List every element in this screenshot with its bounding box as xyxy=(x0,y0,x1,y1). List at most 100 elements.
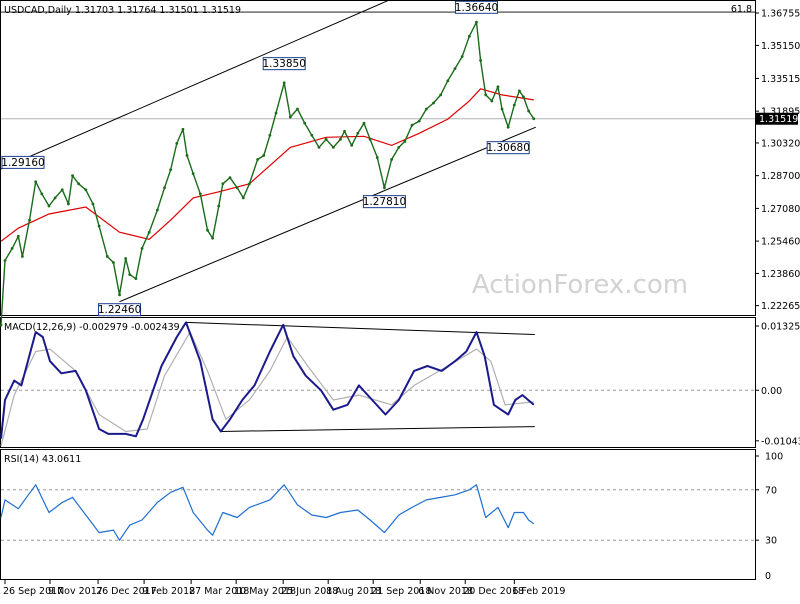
price-point xyxy=(356,131,360,135)
price-point xyxy=(274,111,278,115)
price-point xyxy=(0,323,3,327)
price-point xyxy=(317,145,321,149)
x-tick-label: 9 Feb 2018 xyxy=(142,586,195,597)
price-point xyxy=(97,224,101,228)
price-point xyxy=(71,174,74,178)
price-point xyxy=(331,145,335,149)
x-tick-label: 20 Dec 2018 xyxy=(463,586,524,597)
annotation-box xyxy=(454,0,498,14)
x-tick-label: 9 Nov 2017 xyxy=(48,586,103,597)
price-point xyxy=(368,137,372,141)
price-point xyxy=(206,228,209,232)
price-point xyxy=(496,85,500,89)
price-point xyxy=(155,208,159,212)
rsi-y-tick-label: 0 xyxy=(765,571,771,582)
price-point xyxy=(47,204,51,208)
price-point xyxy=(262,154,266,157)
price-point xyxy=(343,129,346,133)
price-point xyxy=(479,59,482,62)
price-point xyxy=(453,67,457,71)
price-point xyxy=(235,186,239,190)
price-y-tick-label: 1.33515 xyxy=(761,74,800,85)
price-point xyxy=(403,139,407,143)
price-point xyxy=(112,261,115,264)
price-point xyxy=(40,192,44,196)
price-y-tick-label: 1.27080 xyxy=(761,204,800,215)
annotation-label: 1.29160 xyxy=(1,157,44,169)
price-point xyxy=(221,182,225,186)
price-y-tick-label: 1.36755 xyxy=(761,8,800,19)
price-point xyxy=(134,277,138,281)
price-point xyxy=(288,115,292,119)
price-point xyxy=(91,202,95,206)
price-point xyxy=(383,186,386,190)
macd-trend-lower xyxy=(220,426,535,432)
price-point xyxy=(198,192,202,196)
rsi-panel-header: RSI(14) 43.0611 xyxy=(4,454,81,465)
price-point xyxy=(417,119,421,123)
price-point xyxy=(490,99,494,103)
axis-layer: 1.36755 1.35150 1.33515 1.31895 1.30320 1.287… xyxy=(3,8,800,597)
rsi-y-tick-label: 30 xyxy=(765,536,777,547)
annotation-box xyxy=(486,141,530,155)
price-point xyxy=(53,196,57,200)
rsi-y-tick-label: 100 xyxy=(765,452,783,463)
price-y-tick-label: 1.35150 xyxy=(761,41,800,52)
price-point xyxy=(256,158,260,161)
x-tick-label: 25 Jun 2018 xyxy=(281,586,338,597)
price-point xyxy=(181,127,185,131)
annotation-box xyxy=(98,303,142,317)
price-point xyxy=(60,188,64,192)
price-point xyxy=(439,93,443,97)
price-point xyxy=(248,182,251,186)
price-y-tick-label: 1.23860 xyxy=(761,269,800,280)
price-point xyxy=(28,218,31,222)
price-point xyxy=(467,34,471,38)
price-point xyxy=(282,81,286,85)
annotation-box xyxy=(262,57,306,71)
price-point xyxy=(185,154,189,157)
price-point xyxy=(10,246,14,250)
price-point xyxy=(169,168,173,172)
price-point xyxy=(390,158,393,161)
price-point xyxy=(241,196,245,200)
price-point xyxy=(34,180,38,184)
x-tick-label: 6 Nov 2018 xyxy=(418,586,473,597)
price-point xyxy=(518,89,521,93)
price-point xyxy=(522,95,525,99)
price-point xyxy=(217,204,221,208)
price-point xyxy=(506,125,510,129)
price-point xyxy=(375,156,379,159)
channel-upper-line xyxy=(0,0,391,170)
price-point xyxy=(410,123,414,127)
price-point xyxy=(140,246,144,250)
annotation-label: 1.30680 xyxy=(486,142,529,154)
annotation-box xyxy=(362,195,406,209)
channel-lower-line xyxy=(119,126,536,303)
price-series-layer: 1.29160 1.22460 1.33850 1.27810 1.36640 1.306… xyxy=(0,0,755,327)
price-point xyxy=(296,107,299,111)
price-point xyxy=(3,259,7,262)
price-point xyxy=(362,121,366,125)
rsi-series-layer xyxy=(0,484,755,541)
price-point xyxy=(512,103,516,107)
last-price-label: 1.31519 xyxy=(759,114,798,125)
macd-y-tick-label: -0.010433 xyxy=(761,436,800,447)
price-point xyxy=(310,133,314,137)
x-tick-label: 27 Mar 2018 xyxy=(189,586,249,597)
price-point xyxy=(175,141,179,145)
price-y-tick-label: 1.31895 xyxy=(761,107,800,118)
price-point xyxy=(350,143,354,147)
annotation-label: 1.36640 xyxy=(455,2,498,14)
price-point xyxy=(128,273,132,277)
x-tick-label: 26 Dec 2017 xyxy=(96,586,157,597)
macd-panel-header: MACD(12,26,9) -0.002979 -0.002439 xyxy=(4,322,180,333)
fib-618-label: 61.8 xyxy=(731,4,752,15)
price-point xyxy=(324,137,328,141)
price-point xyxy=(105,255,109,258)
price-point xyxy=(20,255,24,258)
price-point xyxy=(424,107,428,111)
price-point xyxy=(147,230,151,234)
price-point xyxy=(163,186,166,190)
